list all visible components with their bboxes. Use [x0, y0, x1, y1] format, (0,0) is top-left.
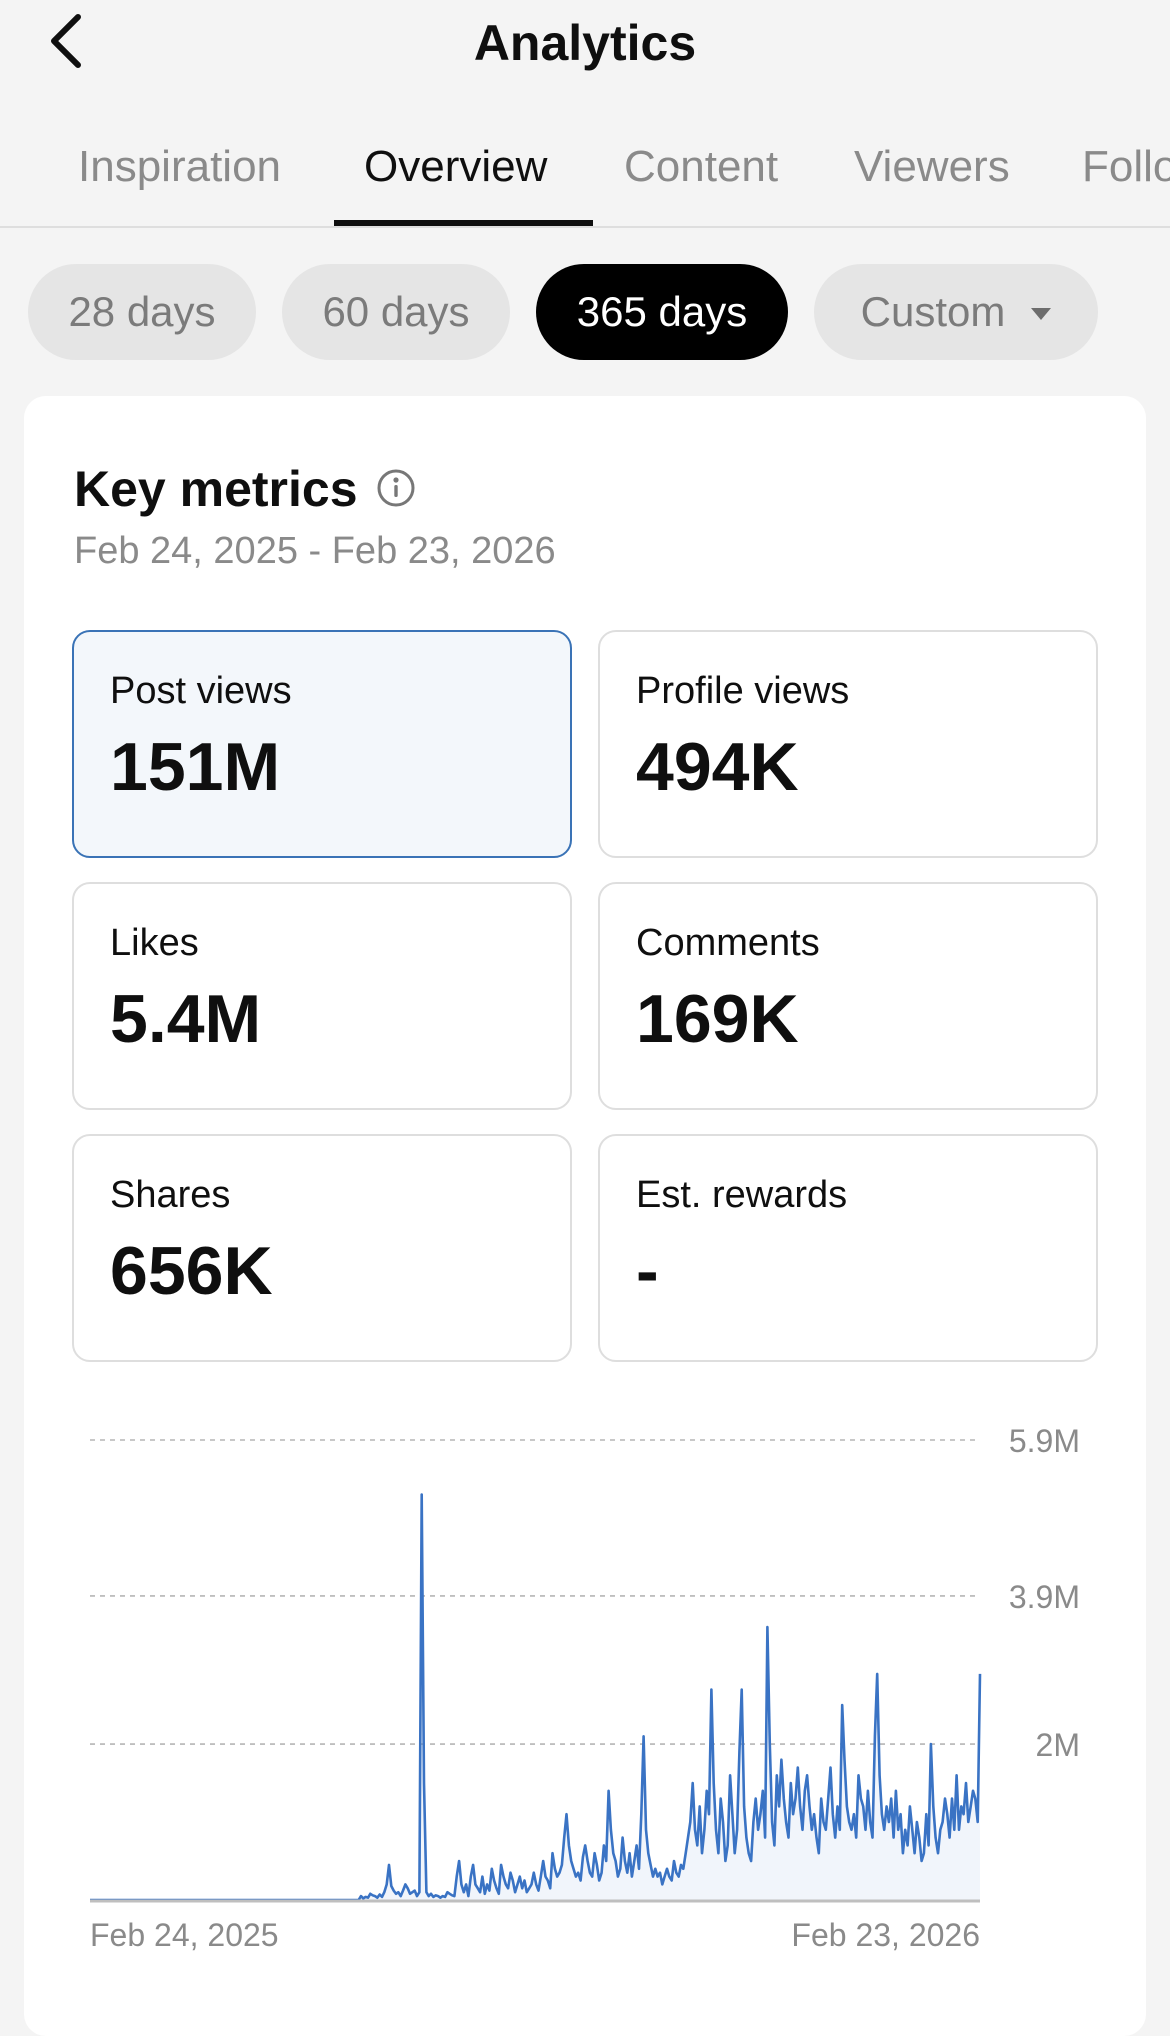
metric-label: Post views [110, 670, 292, 713]
tab-viewers[interactable]: Viewers [854, 142, 1010, 192]
info-icon[interactable] [376, 468, 416, 508]
metric-value: 656K [110, 1232, 273, 1310]
range-365-days-button[interactable]: 365 days [536, 264, 788, 360]
metric-value: 5.4M [110, 980, 261, 1058]
tab-followers[interactable]: Followers [1082, 142, 1170, 192]
metric-value: 151M [110, 728, 280, 806]
metric-value: 494K [636, 728, 799, 806]
date-range-selector: 28 days 60 days 365 days Custom [0, 264, 1170, 360]
page-title: Analytics [0, 14, 1170, 72]
metric-post-views[interactable]: Post views 151M [72, 630, 572, 858]
chip-label: 365 days [577, 288, 747, 336]
range-custom-dropdown[interactable]: Custom [814, 264, 1098, 360]
metric-profile-views[interactable]: Profile views 494K [598, 630, 1098, 858]
metric-est-rewards[interactable]: Est. rewards - [598, 1134, 1098, 1362]
metric-value: 169K [636, 980, 799, 1058]
tab-overview[interactable]: Overview [364, 142, 547, 192]
top-bar: Analytics [0, 0, 1170, 90]
chip-label: 60 days [322, 288, 469, 336]
metric-label: Est. rewards [636, 1174, 847, 1217]
tab-inspiration[interactable]: Inspiration [78, 142, 281, 192]
key-metrics-card: Key metrics Feb 24, 2025 - Feb 23, 2026 … [24, 396, 1146, 2036]
metric-value: - [636, 1232, 659, 1310]
tab-bar: Inspiration Overview Content Viewers Fol… [0, 130, 1170, 228]
dropdown-caret-icon [1031, 308, 1051, 320]
active-tab-indicator [334, 220, 593, 226]
metric-label: Profile views [636, 670, 849, 713]
metric-likes[interactable]: Likes 5.4M [72, 882, 572, 1110]
metric-shares[interactable]: Shares 656K [72, 1134, 572, 1362]
key-metrics-title: Key metrics [74, 460, 358, 518]
range-60-days-button[interactable]: 60 days [282, 264, 510, 360]
range-28-days-button[interactable]: 28 days [28, 264, 256, 360]
chip-label: 28 days [68, 288, 215, 336]
metric-comments[interactable]: Comments 169K [598, 882, 1098, 1110]
metric-label: Shares [110, 1174, 230, 1217]
chip-label: Custom [861, 288, 1006, 336]
tab-content[interactable]: Content [624, 142, 778, 192]
date-range-label: Feb 24, 2025 - Feb 23, 2026 [74, 530, 556, 573]
metric-label: Comments [636, 922, 820, 965]
metric-label: Likes [110, 922, 199, 965]
